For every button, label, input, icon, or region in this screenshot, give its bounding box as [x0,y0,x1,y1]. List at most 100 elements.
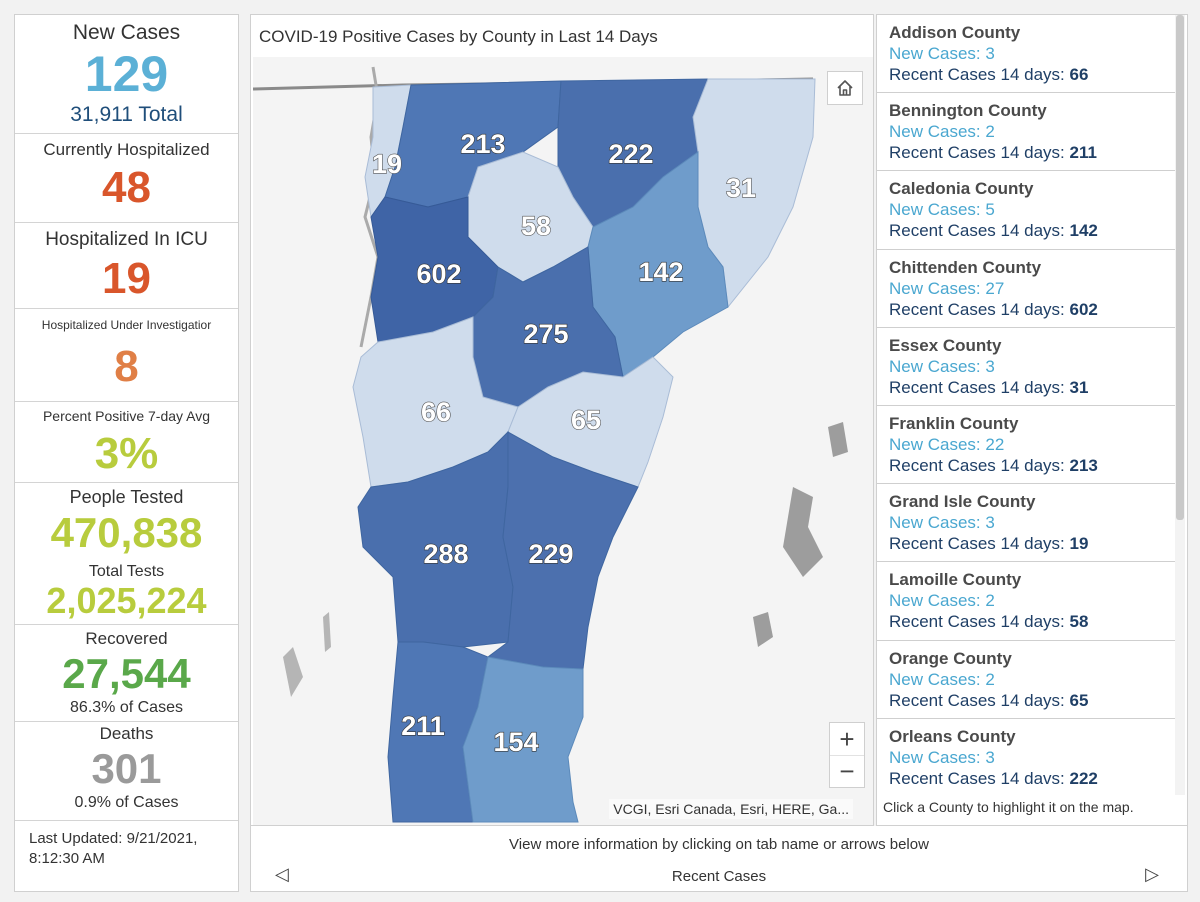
percent-positive-stat: Percent Positive 7-day Avg 3% [15,402,238,483]
new-cases-label: New Cases: [889,122,981,142]
home-button[interactable] [827,71,863,105]
home-icon [837,80,853,96]
recent-cases-label: Recent Cases 14 days: [889,143,1065,163]
prev-arrow-icon[interactable]: ◁ [275,864,289,884]
people-tested-label: People Tested [69,487,184,507]
recovered-percent: 86.3% of Cases [70,698,183,716]
map-card: COVID-19 Positive Cases by County in Las… [250,14,874,826]
county-list-item[interactable]: Chittenden County New Cases: 27 Recent Cas… [877,250,1175,328]
new-cases-label: New Cases: [889,669,981,689]
county-recent-cases: Recent Cases 14 days: 211 [889,142,1175,164]
county-recent-cases: Recent Cases 14 davs: 222 [889,768,1175,790]
tab-navigator: View more information by clicking on tab… [250,826,1188,892]
deaths-stat: Deaths 301 0.9% of Cases [15,722,238,821]
new-cases-label: New Cases: [889,278,981,298]
zoom-in-button[interactable]: + [839,723,855,754]
label-rutland: 288 [423,539,468,569]
county-name: Grand Isle County [889,492,1036,512]
recent-cases-value: 66 [1069,65,1089,84]
county-new-cases: New Cases: 27 [889,278,1175,299]
county-name: Lamoille County [889,570,1022,590]
county-recent-cases: Recent Cases 14 days: 142 [889,220,1175,242]
map-view[interactable]: 19 213 222 31 58 602 142 275 66 65 288 2… [253,57,873,825]
new-cases-label: New Cases [72,21,181,44]
county-new-cases: New Cases: 2 [889,590,1175,611]
hospitalized-value: 48 [102,162,151,212]
zoom-out-button[interactable]: − [830,755,864,787]
new-cases-value: 3 [985,44,995,63]
label-caledonia: 142 [638,257,683,287]
recent-cases-value: 602 [1069,299,1098,319]
last-updated: Last Updated: 9/21/2021, 8:12:30 AM [15,821,238,878]
county-recent-cases: Recent Cases 14 days: 213 [889,455,1175,477]
label-washington: 275 [523,319,568,349]
label-bennington: 211 [401,711,445,741]
people-tested-stat: People Tested 470,838 [15,483,238,561]
recent-cases-label: Recent Cases 14 days: [889,455,1065,475]
list-hint: Click a County to highlight it on the ma… [883,799,1134,815]
recent-cases-label: Recent Cases 14 days: [889,299,1065,319]
county-list-item[interactable]: Bennington County New Cases: 2 Recent Case… [877,93,1175,172]
label-grand-isle: 19 [372,149,402,179]
deaths-value: 301 [91,744,162,792]
county-list[interactable]: Addison County New Cases: 3 Recent Cases 1… [877,15,1175,795]
vermont-map[interactable]: 19 213 222 31 58 602 142 275 66 65 288 2… [253,57,873,825]
icu-label: Hospitalized In ICU [45,229,208,250]
county-new-cases: New Cases: 3 [889,512,1175,533]
county-list-item[interactable]: Lamoille County New Cases: 2 Recent Cases … [877,562,1175,641]
recent-cases-value: 58 [1069,612,1089,632]
map-attribution[interactable]: VCGI, Esri Canada, Esri, HERE, Ga... [609,799,853,819]
label-windsor: 229 [528,539,573,569]
label-lamoille: 58 [521,211,551,241]
new-cases-stat: New Cases 129 31,911 Total [15,15,238,134]
recent-cases-label: Recent Cases 14 days: [889,377,1065,397]
tab-recent-cases[interactable]: Recent Cases [671,868,767,885]
new-cases-value: 2 [985,591,995,611]
map-title: COVID-19 Positive Cases by County in Las… [259,27,658,46]
new-cases-label: New Cases: [889,44,981,63]
new-cases-label: New Cases: [889,200,981,220]
county-name: Bennington County [889,101,1047,121]
county-recent-cases: Recent Cases 14 days: 66 [889,64,1175,86]
scrollbar-thumb[interactable] [1176,15,1184,520]
recent-cases-label: Recent Cases 14 days: [889,534,1065,554]
new-cases-label: New Cases: [889,591,981,611]
next-arrow-icon[interactable]: ▷ [1145,864,1159,884]
county-list-item[interactable]: Grand Isle County New Cases: 3 Recent Case… [877,484,1175,563]
county-recent-cases: Recent Cases 14 days: 19 [889,533,1175,555]
county-list-item[interactable]: Caledonia County New Cases: 5 Recent Cases… [877,171,1175,250]
county-new-cases: New Cases: 22 [889,434,1175,455]
recent-cases-label: Recent Cases 14 days: [889,65,1065,84]
recent-cases-label: Recent Cases 14 days: [889,690,1065,710]
zoom-controls: + − [829,722,865,788]
county-name: Franklin County [889,413,1019,433]
county-list-item[interactable]: Essex County New Cases: 3 Recent Cases 14 … [877,328,1175,406]
new-cases-value: 129 [84,46,169,103]
label-windham: 154 [493,727,538,757]
new-cases-value: 3 [985,513,995,533]
label-essex: 31 [726,173,756,203]
hospitalized-stat: Currently Hospitalized 48 [15,134,238,223]
county-list-item[interactable]: Franklin County New Cases: 22 Recent Cases… [877,406,1175,485]
recent-cases-label: Recent Cases 14 days: [889,612,1065,632]
deaths-percent: 0.9% of Cases [74,793,179,811]
county-windham[interactable] [462,656,584,823]
county-list-item[interactable]: Orange County New Cases: 2 Recent Cases 14… [877,641,1175,719]
label-addison: 66 [421,397,451,427]
county-list-item[interactable]: Addison County New Cases: 3 Recent Cases 1… [877,15,1175,94]
list-scrollbar[interactable] [1175,15,1185,795]
county-list-item[interactable]: Orleans County New Cases: 3 Recent Cases 1… [877,719,1175,795]
label-chittenden: 602 [416,259,461,289]
new-cases-value: 5 [985,200,995,220]
county-new-cases: New Cases: 3 [889,747,1175,768]
recovered-value: 27,544 [62,649,191,697]
hospitalized-label: Currently Hospitalized [43,140,210,159]
under-investigation-value: 8 [114,341,139,391]
recent-cases-label: Recent Cases 14 days: [889,221,1065,241]
county-name: Caledonia County [889,179,1034,199]
total-cases-value: 31,911 Total [70,103,183,127]
new-cases-value: 3 [985,747,995,767]
stats-panel: New Cases 129 31,911 Total Currently Hos… [14,14,239,892]
new-cases-label: New Cases: [889,513,981,533]
